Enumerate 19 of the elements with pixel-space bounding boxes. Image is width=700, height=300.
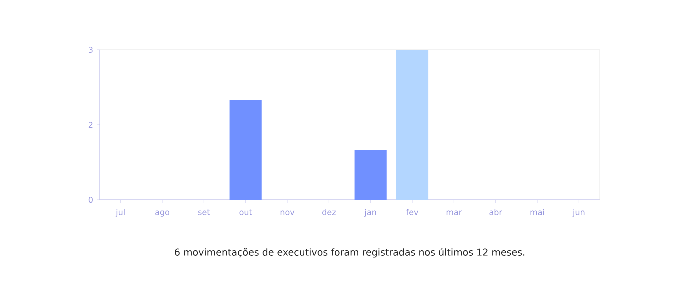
x-tick-label: out [240,210,252,216]
y-tick-label: 3 [88,46,93,54]
bar [354,150,387,200]
x-tick-label: jul [116,209,125,217]
x-tick-label: fev [406,209,419,216]
x-tick-label: jan [364,209,376,217]
y-tick-label: 0 [88,196,93,204]
x-tick-label: abr [490,209,502,216]
bar [230,100,262,200]
x-tick-label: set [198,210,210,216]
bar [396,50,429,200]
x-tick-label: mar [446,210,462,216]
x-tick-label: dez [322,209,336,216]
y-tick-label: 2 [88,122,93,128]
x-tick-label: mai [530,209,544,216]
x-tick-label: nov [280,210,295,216]
x-tick-label: jun [572,209,585,217]
x-tick-label: ago [156,210,170,217]
text: 6 movimentações de executivos foram registradas nos últimos 12 meses. [175,248,525,258]
